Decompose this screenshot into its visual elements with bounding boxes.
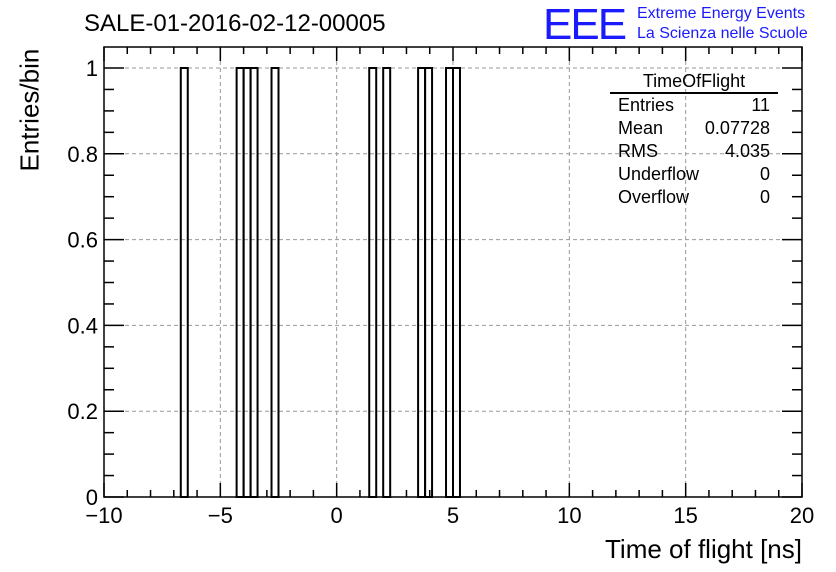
stats-value: 0 [759,164,770,184]
x-tick-label: 10 [557,503,581,528]
stats-value: 0 [759,187,770,207]
histogram-bin [452,67,461,498]
eee-logo: EEE [543,0,627,49]
histogram-bin [368,67,378,498]
stats-row: RMS 4.035 [610,140,778,163]
stats-row: Mean 0.07728 [610,117,778,140]
stats-label: Underflow [618,164,700,184]
x-tick-label: 0 [331,503,343,528]
histogram-bin [249,67,259,498]
x-tick-label: 15 [673,503,697,528]
stats-label: RMS [618,141,658,161]
stats-title: TimeOfFlight [610,70,778,94]
x-tick-label: −10 [85,503,122,528]
y-tick-label: 0.2 [67,399,98,424]
stats-row: Entries 11 [610,94,778,117]
stats-value: 4.035 [724,141,770,161]
y-tick-label: 1 [86,56,98,81]
x-tick-label: −5 [208,503,233,528]
stats-label: Mean [618,118,664,138]
stats-box: TimeOfFlight Entries 11 Mean 0.07728 RMS 4.03… [610,70,778,209]
stats-label: Overflow [618,187,690,207]
histogram-bin [242,67,252,498]
y-tick-label: 0.6 [67,228,98,253]
logo-line-1: Extreme Energy Events [637,5,806,22]
logo-line-2: La Scienza nelle Scuole [637,25,808,42]
histogram-bin [382,67,392,498]
y-tick-label: 0.4 [67,313,98,338]
x-tick-label: 20 [790,503,814,528]
histogram-bin [424,67,434,498]
y-tick-label: 0.8 [67,142,98,167]
stats-row: Overflow 0 [610,186,778,209]
histogram-bin [445,67,454,498]
x-axis-label: Time of flight [ns] [605,534,802,564]
stats-value: 0.07728 [704,118,770,138]
histogram-bin [179,67,189,498]
x-tick-label: 5 [447,503,459,528]
stats-row: Underflow 0 [610,163,778,186]
histogram-bin [270,67,280,498]
chart-title: SALE-01-2016-02-12-00005 [84,10,386,37]
y-tick-label: 0 [86,485,98,510]
histogram-bin [417,67,427,498]
histogram-bin [235,67,245,498]
stats-value: 11 [751,95,770,115]
stats-label: Entries [618,95,675,115]
